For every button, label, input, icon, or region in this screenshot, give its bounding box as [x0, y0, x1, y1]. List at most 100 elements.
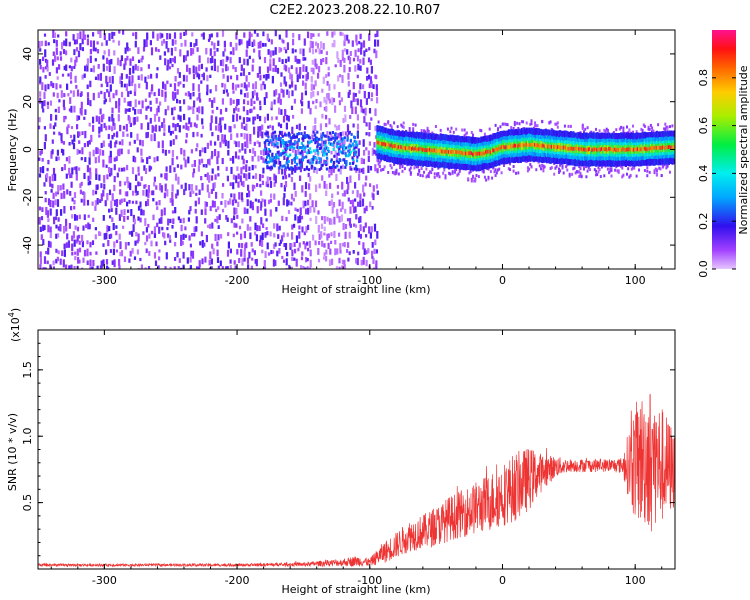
heatmap-cell — [150, 190, 153, 196]
heatmap-cell — [229, 259, 232, 264]
heatmap-cell — [451, 171, 454, 175]
heatmap-cell — [166, 80, 169, 84]
heatmap-cell — [323, 216, 326, 224]
heatmap-cell — [118, 259, 121, 266]
heatmap-cell — [219, 125, 222, 133]
heatmap-cell — [319, 123, 322, 131]
heatmap-cell — [180, 267, 183, 269]
heatmap-cell — [238, 225, 242, 230]
heatmap-cell — [259, 126, 262, 131]
heatmap-cell — [287, 200, 290, 206]
heatmap-cell — [240, 181, 243, 186]
heatmap-cell — [45, 174, 48, 182]
heatmap-cell — [135, 200, 138, 205]
heatmap-cell — [640, 147, 643, 152]
heatmap-cell — [243, 243, 247, 251]
heatmap-cell — [354, 153, 357, 156]
heatmap-cell — [323, 181, 326, 189]
heatmap-cell — [167, 47, 170, 53]
heatmap-cell — [147, 122, 150, 130]
heatmap-cell — [331, 206, 334, 214]
heatmap-cell — [134, 83, 137, 92]
heatmap-cell — [44, 267, 47, 269]
heatmap-cell — [326, 147, 330, 150]
heatmap-cell — [60, 90, 63, 98]
heatmap-cell — [395, 144, 398, 149]
heatmap-cell — [157, 48, 160, 53]
heatmap-cell — [159, 55, 162, 60]
heatmap-cell — [86, 240, 89, 245]
svg-text:(x104): (x104) — [7, 308, 22, 342]
heatmap-cell — [352, 143, 355, 147]
heatmap-cell — [374, 239, 377, 246]
heatmap-cell — [107, 133, 110, 140]
heatmap-cell — [144, 76, 147, 83]
heatmap-cell — [283, 164, 286, 168]
heatmap-cell — [375, 150, 378, 156]
heatmap-cell — [153, 182, 156, 187]
x-tick-label: 0 — [499, 274, 506, 287]
heatmap-cell — [530, 122, 533, 126]
heatmap-cell — [161, 33, 164, 38]
heatmap-cell — [368, 226, 371, 234]
heatmap-cell — [409, 166, 412, 170]
heatmap-cell — [293, 160, 297, 164]
heatmap-cell — [190, 122, 193, 128]
heatmap-cell — [150, 89, 153, 95]
heatmap-cell — [245, 173, 248, 181]
heatmap-cell — [76, 33, 79, 40]
heatmap-cell — [199, 241, 202, 246]
heatmap-cell — [121, 139, 124, 146]
heatmap-cell — [317, 225, 320, 233]
heatmap-cell — [468, 171, 471, 175]
heatmap-cell — [325, 152, 328, 156]
heatmap-cell — [273, 233, 276, 238]
heatmap-cell — [205, 164, 208, 168]
heatmap-cell — [270, 166, 274, 170]
heatmap-cell — [362, 167, 365, 174]
heatmap-cell — [336, 152, 339, 156]
heatmap-cell — [281, 215, 284, 222]
heatmap-cell — [305, 257, 308, 263]
heatmap-cell — [62, 49, 66, 54]
heatmap-cell — [266, 176, 269, 184]
heatmap-cell — [362, 84, 365, 90]
heatmap-cell — [269, 124, 272, 129]
heatmap-cell — [51, 183, 54, 189]
heatmap-cell — [329, 131, 332, 135]
heatmap-cell — [433, 172, 436, 176]
heatmap-cell — [137, 172, 140, 176]
heatmap-cell — [106, 81, 109, 88]
heatmap-cell — [325, 183, 328, 190]
heatmap-cell — [98, 174, 101, 181]
heatmap-cell — [134, 185, 137, 193]
heatmap-cell — [504, 122, 507, 126]
heatmap-cell — [399, 163, 402, 167]
heatmap-cell — [269, 58, 272, 65]
heatmap-cell — [370, 65, 373, 74]
heatmap-cell — [339, 249, 342, 254]
heatmap-cell — [359, 33, 362, 40]
heatmap-cell — [59, 185, 62, 191]
heatmap-cell — [148, 165, 151, 172]
heatmap-cell — [311, 48, 315, 55]
heatmap-cell — [279, 82, 283, 87]
heatmap-cell — [99, 149, 102, 156]
heatmap-cell — [606, 148, 610, 152]
heatmap-cell — [71, 167, 74, 175]
heatmap-cell — [88, 122, 91, 127]
heatmap-cell — [643, 124, 646, 128]
heatmap-cell — [461, 151, 464, 155]
heatmap-cell — [52, 30, 55, 38]
heatmap-cell — [205, 202, 208, 207]
heatmap-cell — [566, 146, 569, 151]
heatmap-cell — [423, 170, 425, 174]
heatmap-cell — [334, 124, 337, 128]
heatmap-cell — [139, 109, 142, 115]
heatmap-cell — [240, 243, 244, 249]
heatmap-cell — [71, 243, 74, 252]
heatmap-cell — [438, 148, 441, 153]
heatmap-cell — [71, 251, 74, 256]
heatmap-cell — [556, 121, 559, 125]
heatmap-cell — [259, 100, 262, 105]
